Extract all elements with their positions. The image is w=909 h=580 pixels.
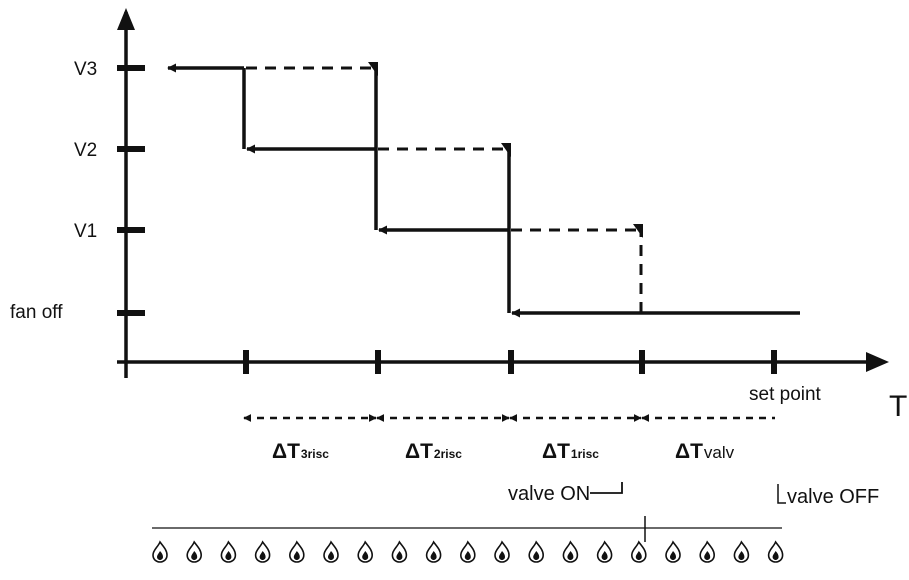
tick-v2 [117,146,145,152]
flame-icon [357,540,374,563]
tick-fan-off [117,310,145,316]
delta-t-2risc-sub: 2risc [434,447,462,461]
delta-t-3risc-sub: 3risc [301,447,329,461]
flame-icon [562,540,579,563]
x-axis-arrowhead [866,352,889,372]
dashed-arrowhead-v1 [633,224,643,238]
flame-icon [630,540,647,563]
dashed-arrowheads [368,62,643,238]
tick-v1 [117,227,145,233]
x-tick-1 [243,350,249,374]
y-labels: V3 V2 V1 fan off [10,59,97,323]
flame-icon [425,540,442,563]
delta-t-valv-label: ΔTvalv [675,440,735,463]
flame-icon [665,540,681,563]
valve-off-label: valve OFF [787,486,879,508]
valve-on-label: valve ON [508,483,590,505]
delta-t-2risc-label: ΔT2risc [405,440,462,463]
valve-annotations: valve ON valve OFF [508,482,879,508]
delta-t-3risc-label: ΔT3risc [272,440,329,463]
y-ticks [117,65,145,316]
label-fan-off: fan off [10,302,63,323]
flame-icon [528,540,545,563]
flame-icon [596,540,613,563]
x-axis-label: T [889,390,907,423]
x-ticks [243,350,777,374]
flame-icon [733,540,750,563]
label-v2: V2 [74,140,97,161]
delta-t-3risc-main: ΔT [272,440,300,463]
flame-icon [391,540,408,563]
flame-icon [254,540,271,563]
delta-t-valv-sub: valv [704,443,735,462]
label-v3: V3 [74,59,97,80]
delta-t-2risc-main: ΔT [405,440,433,463]
flame-icon [152,540,168,563]
flame-icon [323,540,339,563]
delta-t-labels: ΔT3risc ΔT2risc ΔT1risc ΔTvalv [272,440,735,463]
flame-icon [459,540,476,563]
valve-off-pointer [777,484,786,504]
dashed-arrowhead-v2 [501,143,511,157]
flame-icon [494,540,510,563]
flame-row [152,540,784,563]
delta-t-1risc-sub: 1risc [571,447,599,461]
flame-icon [767,540,784,563]
flame-icon [699,540,716,563]
x-tick-3 [508,350,514,374]
delta-t-valv-main: ΔT [675,440,703,463]
fan-speed-dashed-curve [246,66,643,313]
tick-v3 [117,65,145,71]
axes [117,8,889,378]
x-tick-setpoint [771,350,777,374]
set-point-label: set point [749,384,822,405]
fan-speed-solid-curve [167,63,800,318]
flame-icon [288,540,305,563]
burner-timeline [152,516,782,542]
x-tick-4 [639,350,645,374]
y-axis-arrowhead [117,8,135,30]
valve-on-pointer [590,482,623,494]
delta-t-1risc-main: ΔT [542,440,570,463]
label-v1: V1 [74,221,97,242]
x-tick-2 [375,350,381,374]
delta-t-1risc-label: ΔT1risc [542,440,599,463]
flame-icon [220,540,237,563]
dashed-arrowhead-v3 [368,62,378,76]
flame-icon [186,540,203,563]
